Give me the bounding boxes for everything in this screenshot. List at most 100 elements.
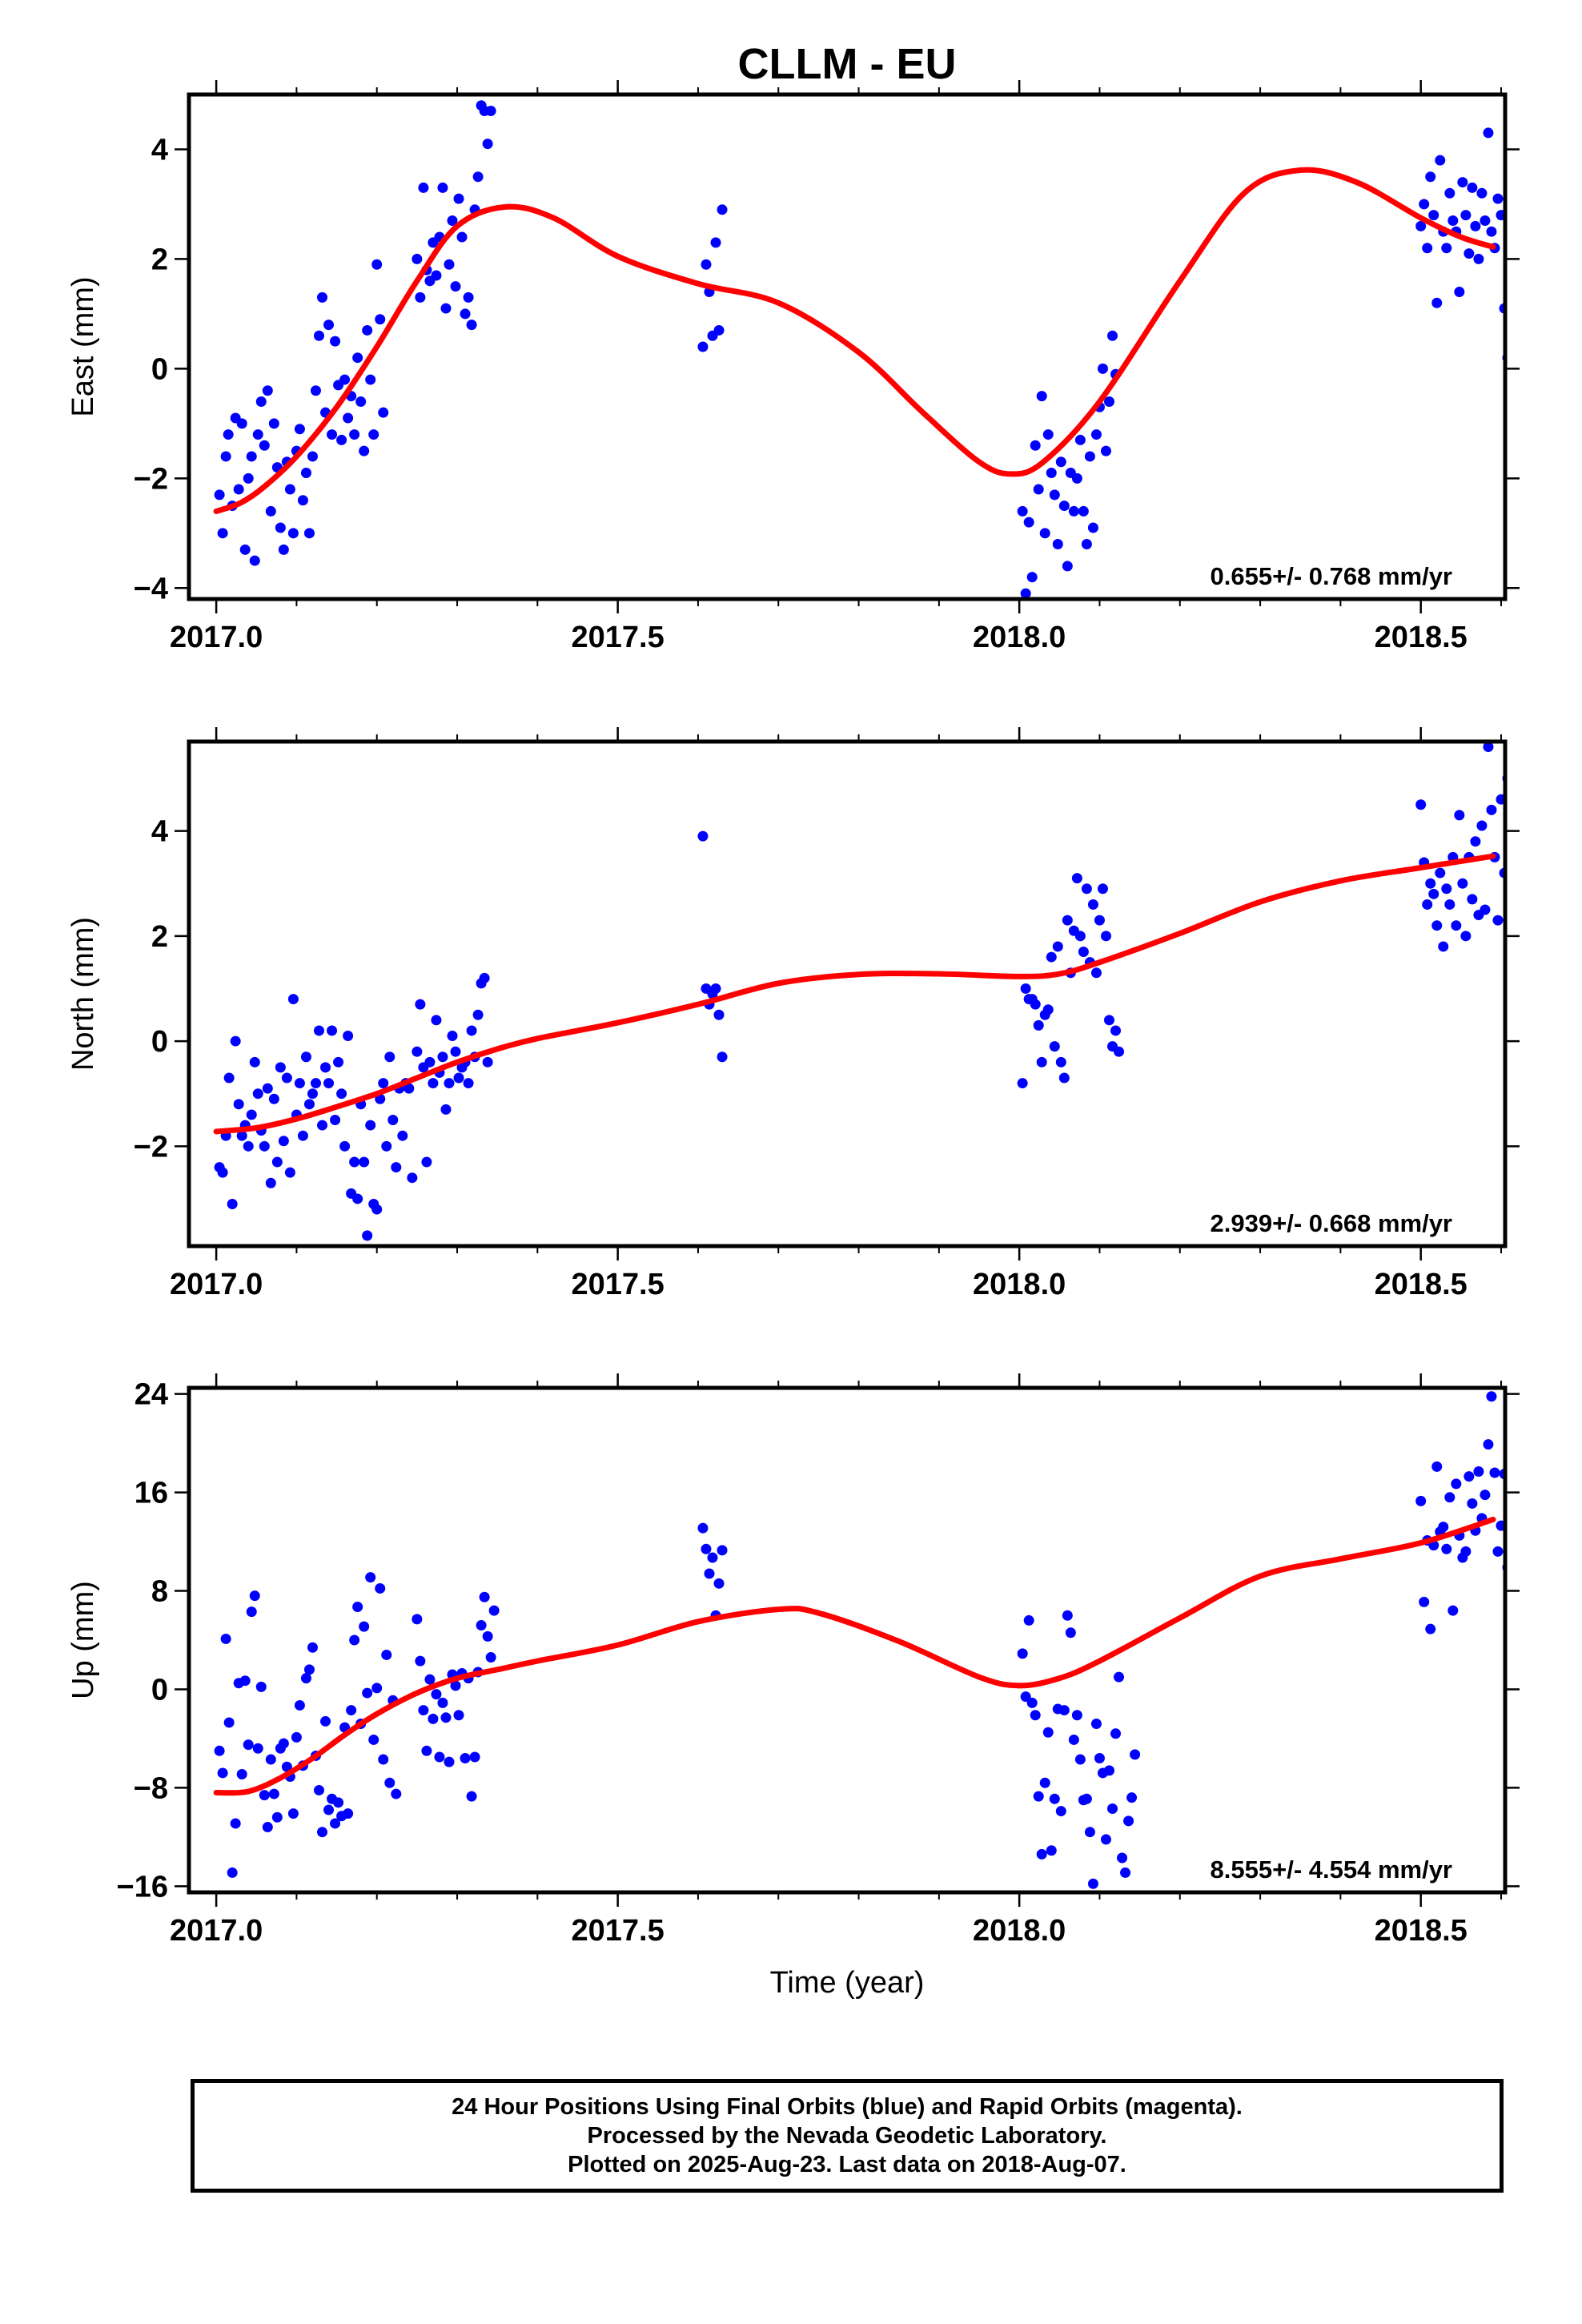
data-point <box>431 1689 442 1700</box>
data-point <box>485 106 496 117</box>
data-point <box>1033 1791 1044 1802</box>
y-axis-label: East (mm) <box>66 276 100 416</box>
data-point <box>1081 883 1092 895</box>
data-point <box>355 396 367 407</box>
data-point <box>1036 1848 1047 1860</box>
data-point <box>220 1633 231 1644</box>
data-point <box>227 1199 238 1209</box>
y-tick-label: 0 <box>151 352 168 386</box>
velocity-rate-label: 2.939+/- 0.668 mm/yr <box>1211 1209 1452 1237</box>
data-point <box>482 1630 493 1642</box>
data-point <box>246 451 257 462</box>
data-point <box>453 1072 464 1084</box>
data-point <box>1055 456 1066 468</box>
data-point <box>249 1590 260 1602</box>
data-point <box>327 429 338 440</box>
x-tick-label: 2017.5 <box>572 1914 665 1948</box>
data-point <box>412 253 423 264</box>
data-point <box>1486 1391 1497 1402</box>
data-point <box>1512 905 1523 915</box>
data-point <box>217 528 228 539</box>
data-point <box>278 544 289 555</box>
data-point <box>1483 127 1494 139</box>
data-point <box>300 1673 311 1684</box>
data-point <box>265 1177 276 1188</box>
data-point <box>1441 883 1452 895</box>
data-point <box>1030 999 1041 1010</box>
data-point <box>421 1156 432 1168</box>
data-point <box>444 1756 455 1767</box>
data-point <box>463 1078 474 1089</box>
north-panel: 2017.0 2017.5 2018.0 2018.5 −2 0 2 4 North (mm) 2… <box>66 727 1523 1301</box>
fit-curve <box>213 167 1496 514</box>
data-point <box>421 1745 432 1756</box>
data-point <box>217 1767 228 1779</box>
data-point <box>294 1699 305 1711</box>
data-point <box>343 412 354 424</box>
data-point <box>391 1162 402 1173</box>
data-point <box>262 1822 273 1833</box>
data-point <box>252 1088 263 1100</box>
data-point <box>265 1754 276 1765</box>
data-point <box>352 1193 363 1204</box>
data-point <box>291 1731 302 1743</box>
data-point <box>412 1614 423 1625</box>
data-point <box>252 429 263 440</box>
data-point <box>1496 1520 1505 1531</box>
data-point <box>1464 1471 1475 1482</box>
data-point <box>1058 1705 1070 1716</box>
plot-frame <box>187 739 1508 1248</box>
x-tick-label: 2017.5 <box>572 621 665 654</box>
data-point <box>371 1683 383 1694</box>
data-point <box>713 1578 725 1589</box>
data-point <box>1036 1056 1047 1068</box>
data-point <box>1036 391 1047 402</box>
data-point <box>320 1715 331 1727</box>
footer-info-box: 24 Hour Positions Using Final Orbits (bl… <box>191 2079 1504 2193</box>
data-point <box>249 1056 260 1068</box>
data-point <box>381 1140 392 1152</box>
data-point <box>479 972 490 983</box>
data-point <box>268 1788 279 1799</box>
fit-curve <box>213 853 1496 1135</box>
data-point <box>297 1130 308 1141</box>
data-point <box>239 544 251 555</box>
data-point <box>1020 983 1031 994</box>
data-point <box>469 1751 480 1763</box>
data-point <box>1087 899 1098 910</box>
data-point <box>1415 799 1427 810</box>
data-point <box>300 468 311 478</box>
x-tick-label: 2018.5 <box>1375 1268 1468 1301</box>
data-point <box>278 1738 289 1749</box>
data-point <box>1444 899 1456 910</box>
data-point <box>1451 1478 1462 1490</box>
data-point <box>1431 297 1443 308</box>
data-point <box>297 495 308 506</box>
y-tick-label: 2 <box>151 920 168 954</box>
east-panel: 2017.0 2017.5 2018.0 2018.5 −4 −2 0 2 4 East (mm)… <box>66 80 1520 654</box>
data-point <box>713 324 725 336</box>
data-point <box>444 259 455 270</box>
data-point <box>434 1751 445 1763</box>
data-point <box>346 1705 357 1716</box>
data-point <box>249 555 260 566</box>
data-point <box>710 983 721 994</box>
data-point <box>327 1025 338 1036</box>
data-point <box>1020 1691 1031 1703</box>
data-point <box>1055 1056 1066 1068</box>
data-point <box>1055 1806 1066 1817</box>
data-point <box>384 1777 396 1788</box>
data-point <box>437 1697 448 1708</box>
data-point <box>287 1808 299 1819</box>
data-point <box>1126 1792 1138 1803</box>
data-point <box>281 1072 292 1084</box>
data-point <box>440 303 452 314</box>
data-point <box>330 336 341 347</box>
x-tick-label: 2018.0 <box>973 1268 1066 1301</box>
data-point <box>1457 878 1468 889</box>
data-point <box>378 1078 389 1089</box>
data-point <box>1094 1753 1105 1764</box>
data-point <box>349 429 360 440</box>
x-tick-label: 2018.0 <box>973 621 1066 654</box>
data-point <box>1046 951 1057 963</box>
